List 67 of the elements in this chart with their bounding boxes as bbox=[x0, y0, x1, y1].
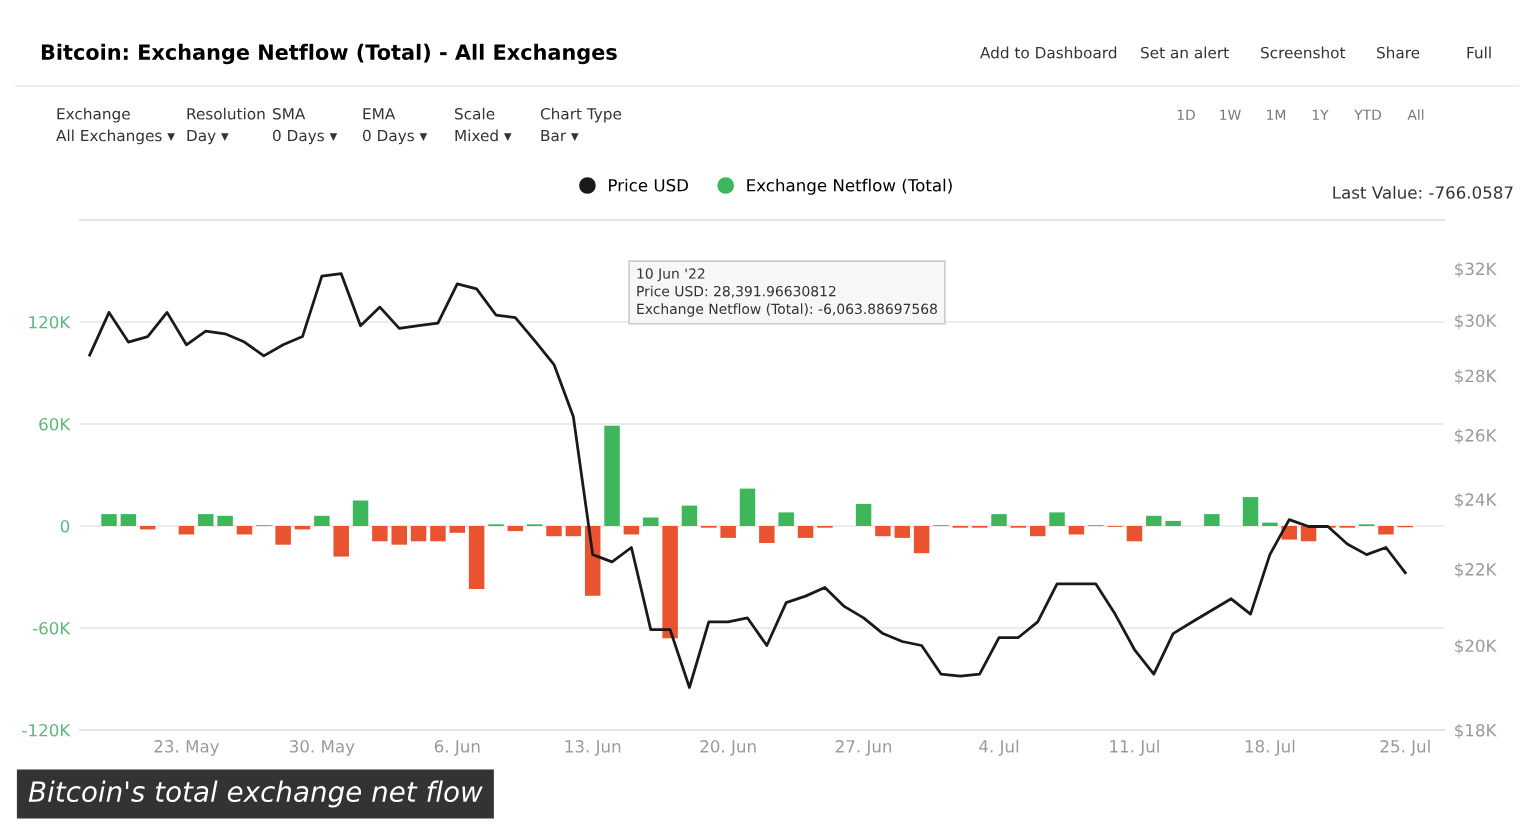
y2-tick-label: $20K bbox=[1455, 639, 1497, 655]
y2-tick-label: $26K bbox=[1455, 428, 1497, 444]
bar bbox=[1378, 526, 1394, 535]
bar bbox=[739, 488, 756, 526]
x-tick-label: 13. Jun bbox=[565, 740, 621, 756]
bar bbox=[913, 526, 930, 554]
legend-label: Price USD bbox=[609, 178, 689, 192]
bar bbox=[604, 425, 620, 526]
x-tick-label: 23. May bbox=[154, 740, 220, 756]
y-tick-label: 120K bbox=[29, 315, 71, 329]
bar bbox=[101, 514, 117, 526]
bar bbox=[759, 526, 775, 543]
bar bbox=[1068, 526, 1085, 535]
bar bbox=[1242, 497, 1259, 526]
bar bbox=[1126, 526, 1143, 542]
bar bbox=[236, 526, 253, 535]
bar bbox=[1204, 514, 1220, 526]
bar bbox=[855, 503, 872, 526]
chart-title: Bitcoin: Exchange Netflow (Total) - All Exchanges bbox=[41, 43, 617, 65]
y2-tick-label: $22K bbox=[1455, 562, 1497, 578]
x-tick-label: 27. Jun bbox=[835, 740, 892, 756]
bar bbox=[198, 514, 214, 526]
bar bbox=[894, 526, 911, 538]
bar bbox=[449, 526, 466, 533]
bar bbox=[1049, 512, 1065, 526]
line-series bbox=[88, 272, 1407, 689]
x-tick-label: 6. Jun bbox=[434, 740, 480, 756]
bar bbox=[430, 526, 446, 542]
bar bbox=[507, 526, 524, 532]
y2-tick-label: $24K bbox=[1455, 492, 1497, 509]
y2-tick-label: $32K bbox=[1455, 262, 1497, 278]
legend-label: Exchange Netflow (Total) bbox=[747, 178, 952, 195]
bar bbox=[991, 514, 1007, 526]
bar bbox=[797, 526, 814, 538]
x-tick-label: 30. May bbox=[289, 740, 355, 756]
x-tick-label: 11. Jul bbox=[1110, 739, 1159, 756]
bar bbox=[546, 526, 562, 537]
y2-tick-label: $18K bbox=[1455, 723, 1497, 739]
bar bbox=[217, 515, 233, 526]
bar bbox=[1029, 526, 1046, 537]
y-tick-label: 60K bbox=[39, 417, 71, 431]
y2-tick-label: $28K bbox=[1455, 369, 1497, 385]
y-tick-label: -120K bbox=[22, 723, 71, 737]
bar bbox=[314, 515, 330, 526]
x-tick-label: 25. Jul bbox=[1380, 739, 1430, 756]
x-tick-label: 18. Jul bbox=[1245, 739, 1295, 756]
y2-tick-label: $30K bbox=[1455, 314, 1497, 330]
y-tick-label: 0 bbox=[60, 519, 70, 533]
bar bbox=[410, 526, 427, 542]
x-tick-label: 4. Jul bbox=[979, 739, 1019, 756]
bar bbox=[681, 505, 698, 526]
bar bbox=[468, 526, 485, 589]
bar bbox=[643, 517, 659, 526]
bar bbox=[662, 526, 678, 639]
x-tick-label: 20. Jun bbox=[700, 740, 756, 756]
bar bbox=[178, 526, 195, 535]
bar bbox=[875, 526, 891, 537]
bar bbox=[333, 526, 349, 557]
bar bbox=[778, 512, 794, 526]
bar bbox=[352, 500, 369, 526]
bar bbox=[565, 526, 582, 537]
text: Bitcoin's total exchange net flow bbox=[28, 780, 483, 808]
bar bbox=[120, 514, 137, 526]
text: Last Value: -766.0587 bbox=[1333, 185, 1513, 199]
bar bbox=[275, 526, 291, 545]
bar bbox=[623, 526, 640, 535]
y-tick-label: -60K bbox=[32, 621, 71, 635]
